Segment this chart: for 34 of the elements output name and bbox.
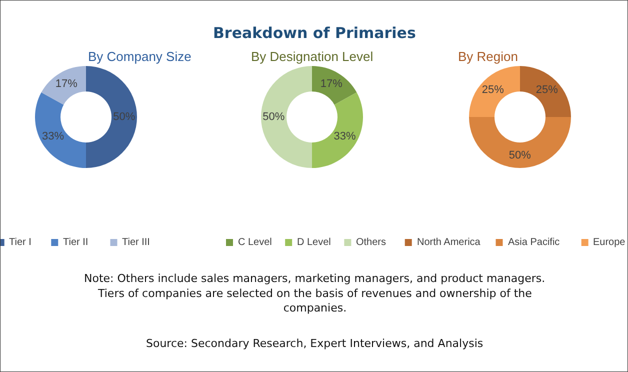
text: Note: Others include sales managers, marketing managers, and product managers. [84, 272, 546, 285]
data-label: 25% [482, 84, 504, 96]
legend-label: C Level [238, 237, 272, 248]
source-note: Source: Secondary Research, Expert Interviews, and Analysis [146, 337, 484, 350]
donut-slice [312, 66, 357, 105]
legend-label: D Level [297, 237, 331, 248]
data-label: 17% [320, 78, 343, 90]
data-label: 33% [334, 130, 356, 142]
data-label: 50% [262, 111, 285, 123]
text: Breakdown of Primaries [213, 24, 416, 42]
legend-label: North America [417, 237, 481, 248]
donut-slice [86, 66, 137, 168]
legend-label: Europe [593, 237, 626, 248]
data-label: 25% [536, 84, 558, 96]
donut-slice [520, 66, 571, 117]
legend-label: Others [356, 237, 386, 248]
legend-label: Tier II [63, 237, 88, 248]
donut-slice [35, 92, 86, 168]
legend-label: Asia Pacific [508, 237, 560, 248]
text: Tiers of companies are selected on the basis of revenues and ownership of the companies. [97, 287, 532, 314]
chart-title: By Company Size [88, 49, 192, 64]
donut-slice [469, 66, 520, 117]
donut-slice [312, 92, 363, 168]
legend-label: Tier III [122, 237, 150, 248]
legend-label: Tier I [9, 237, 32, 248]
data-label: 50% [508, 149, 532, 162]
data-label: 50% [113, 111, 136, 123]
donut-slice [469, 117, 571, 168]
chart-title: By Designation Level [251, 49, 374, 64]
data-label: 17% [55, 78, 78, 90]
donut-slice [41, 66, 86, 105]
chart-title: By Region [458, 49, 518, 64]
data-label: 33% [42, 130, 64, 142]
donut-slice [261, 66, 312, 168]
